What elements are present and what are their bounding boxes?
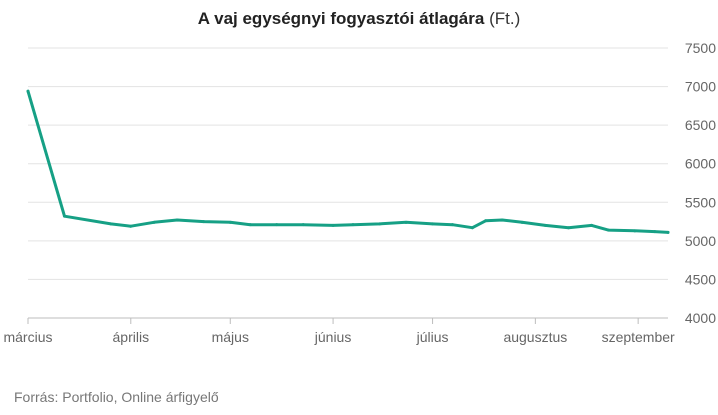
data-point: [129, 224, 133, 228]
y-axis: 4000 4500 5000 5500 6000 6500 7000 7500: [685, 40, 716, 326]
data-point: [606, 228, 610, 232]
source-note: Forrás: Portfolio, Online árfigyelő: [14, 389, 219, 405]
y-tick-label: 5500: [685, 194, 716, 210]
x-tick-label: április: [113, 329, 150, 345]
x-axis: március április május június július augusztus…: [3, 318, 675, 345]
data-point: [202, 220, 206, 224]
data-point: [175, 218, 179, 222]
data-point: [109, 222, 113, 226]
y-tick-label: 6500: [685, 117, 716, 133]
data-point: [470, 226, 474, 230]
x-tick-label: május: [212, 329, 249, 345]
y-tick-label: 6000: [685, 156, 716, 172]
chart-title-main: A vaj egységnyi fogyasztói átlagára: [197, 9, 485, 28]
chart-title: A vaj egységnyi fogyasztói átlagára (Ft.…: [0, 9, 718, 29]
x-tick-label: szeptember: [602, 329, 675, 345]
x-tick-label: augusztus: [503, 329, 567, 345]
x-tick-label: június: [314, 329, 352, 345]
gridlines: [28, 47, 668, 319]
y-tick-label: 4500: [685, 271, 716, 287]
series-line: [26, 89, 670, 234]
data-point: [351, 223, 355, 227]
y-tick-label: 5000: [685, 233, 716, 249]
data-point: [500, 218, 504, 222]
data-point: [450, 223, 454, 227]
data-point: [275, 223, 279, 227]
x-tick-label: július: [416, 329, 449, 345]
x-tick-label: március: [3, 329, 52, 345]
data-point: [331, 223, 335, 227]
data-point: [666, 230, 670, 234]
y-tick-label: 7500: [685, 40, 716, 56]
data-point: [152, 220, 156, 224]
data-point: [301, 223, 305, 227]
data-point: [431, 222, 435, 226]
data-point: [378, 222, 382, 226]
data-point: [590, 223, 594, 227]
y-tick-label: 4000: [685, 310, 716, 326]
data-point: [404, 220, 408, 224]
data-point: [248, 223, 252, 227]
chart-title-unit: (Ft.): [489, 9, 521, 28]
data-point: [62, 214, 66, 218]
series-group: [26, 89, 670, 234]
data-point: [26, 89, 30, 93]
y-tick-label: 7000: [685, 79, 716, 95]
data-point: [543, 223, 547, 227]
data-point: [228, 220, 232, 224]
data-point: [653, 230, 657, 234]
data-point: [633, 229, 637, 233]
data-point: [520, 220, 524, 224]
data-point: [484, 219, 488, 223]
data-point: [567, 226, 571, 230]
